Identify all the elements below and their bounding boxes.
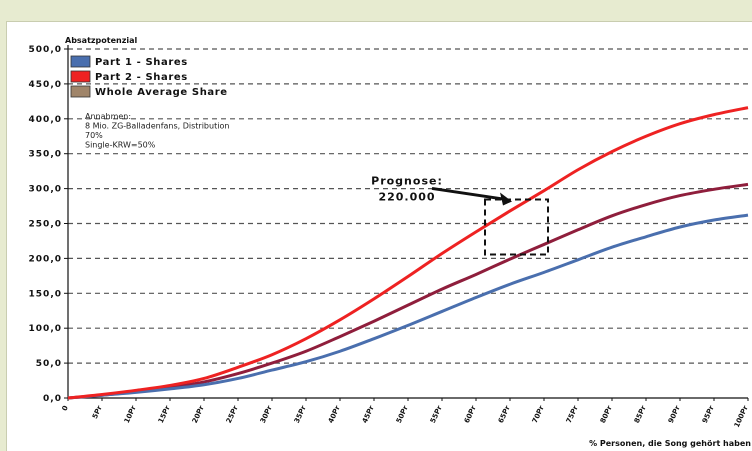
y-tick-label: 50,0 <box>36 359 62 369</box>
prognose-annotation: Prognose: 220.000 <box>371 174 549 256</box>
legend-swatch <box>70 55 91 68</box>
x-tick-label: 30Pr <box>259 404 274 424</box>
y-tick-label: 300,0 <box>29 185 62 195</box>
x-tick-label: 35Pr <box>293 404 308 424</box>
x-tick-label: 5Pr <box>91 404 104 420</box>
y-tick-labels: 0,0 50,0 100,0 150,0 200,0 250,0 300,0 350,0 400… <box>29 45 62 404</box>
x-tick-label: 70Pr <box>531 404 546 424</box>
prognose-box <box>484 198 549 256</box>
x-tick-label: 80Pr <box>599 404 614 424</box>
x-tick-labels: 0 5Pr 10Pr 15Pr 20Pr 25Pr 30Pr 35Pr 40Pr 45Pr 50Pr… <box>61 404 751 429</box>
x-tick-label: 65Pr <box>497 404 512 424</box>
legend-label: Part 1 - Shares <box>95 57 188 68</box>
x-tick-label: 15Pr <box>157 404 172 424</box>
y-tick-label: 450,0 <box>29 80 62 90</box>
prognose-arrow <box>431 186 507 201</box>
y-tick-label: 250,0 <box>29 220 62 230</box>
y-tick-label: 400,0 <box>29 115 62 125</box>
x-tick-label: 25Pr <box>225 404 240 424</box>
line-chart: 0,0 50,0 100,0 150,0 200,0 250,0 300,0 350,0 400… <box>29 36 752 448</box>
x-tick-label: 20Pr <box>191 404 206 424</box>
x-tick-label: 45Pr <box>361 404 376 424</box>
note-line: Annahmen: <box>85 112 131 121</box>
chart-frame: 0,0 50,0 100,0 150,0 200,0 250,0 300,0 350,0 400… <box>6 21 752 451</box>
prognose-value: 220.000 <box>378 190 435 203</box>
series-line-1 <box>67 213 749 400</box>
prognose-arrowhead <box>500 192 512 206</box>
note-line: 8 Mio. ZG-Balladenfans, Distribution <box>85 122 229 131</box>
x-axis-title: % Personen, die Song gehört haben <box>589 439 751 448</box>
series-line-3 <box>67 182 749 400</box>
x-tick-label: 100Pr <box>733 404 750 429</box>
assumptions-note: Annahmen:8 Mio. ZG-Balladenfans, Distrib… <box>85 112 229 150</box>
x-tick-label: 55Pr <box>429 404 444 424</box>
y-tick-label: 500,0 <box>29 45 62 55</box>
axes <box>64 45 749 401</box>
series-line-2 <box>67 106 749 400</box>
y-tick-label: 150,0 <box>29 289 62 299</box>
y-axis-title: Absatzpotenzial <box>65 36 138 45</box>
x-tick-label: 10Pr <box>123 404 138 424</box>
legend-label: Whole Average Share <box>95 87 228 98</box>
x-tick-label: 60Pr <box>463 404 478 424</box>
prognose-label: Prognose: <box>371 174 443 187</box>
x-tick-label: 50Pr <box>395 404 410 424</box>
x-tick-label: 0 <box>61 404 70 412</box>
legend-swatch <box>70 85 91 98</box>
legend-label: Part 2 - Shares <box>95 72 188 83</box>
note-line: Single-KRW=50% <box>85 141 156 150</box>
x-tick-label: 90Pr <box>667 404 682 424</box>
y-tick-label: 350,0 <box>29 150 62 160</box>
y-tick-label: 0,0 <box>43 394 62 404</box>
y-tick-label: 100,0 <box>29 324 62 334</box>
x-tick-label: 85Pr <box>633 404 648 424</box>
x-tick-label: 75Pr <box>565 404 580 424</box>
legend: Part 1 - Shares Part 2 - Shares Whole Aver… <box>70 55 228 98</box>
legend-swatch <box>70 70 91 83</box>
data-series <box>67 106 749 400</box>
y-tick-label: 200,0 <box>29 254 62 264</box>
note-line: 70% <box>85 131 103 140</box>
x-tick-label: 40Pr <box>327 404 342 424</box>
x-tick-label: 95Pr <box>701 404 716 424</box>
